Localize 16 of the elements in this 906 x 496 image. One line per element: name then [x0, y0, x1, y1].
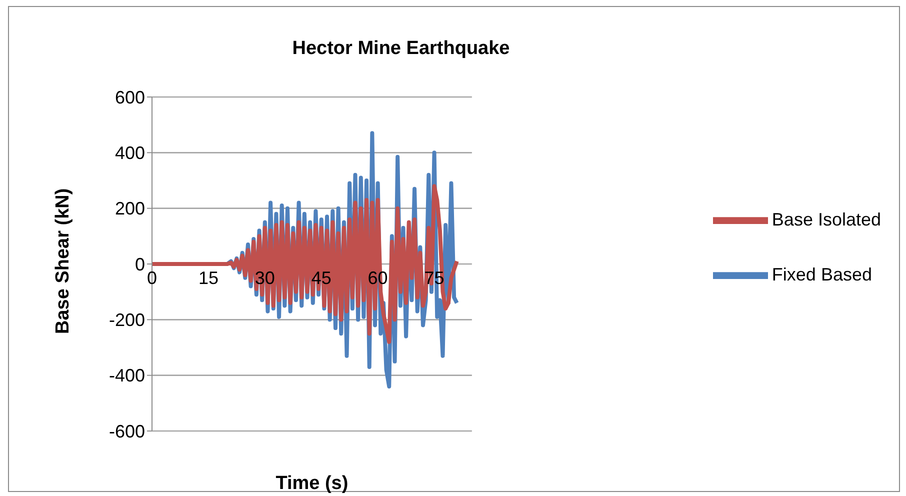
y-tick-label: 200	[114, 198, 145, 219]
y-tick-label: -200	[108, 310, 145, 330]
x-tick-label: 0	[146, 268, 158, 288]
chart-title: Hector Mine Earthquake	[291, 38, 511, 60]
legend-label: Base Isolated	[772, 209, 881, 230]
x-tick-label: 45	[311, 268, 332, 288]
y-tick-label: 400	[114, 143, 145, 164]
x-axis-title: Time (s)	[276, 473, 348, 494]
x-tick-label: 15	[198, 268, 218, 288]
y-tick-label: 0	[134, 254, 145, 274]
y-tick-label: -600	[108, 421, 145, 442]
y-tick-label: -400	[108, 366, 145, 386]
x-tick-label: 30	[254, 268, 275, 288]
legend-label: Fixed Based	[772, 264, 872, 284]
y-axis-title: Base Shear (kN)	[52, 188, 74, 334]
y-tick-label: 600	[114, 87, 145, 108]
